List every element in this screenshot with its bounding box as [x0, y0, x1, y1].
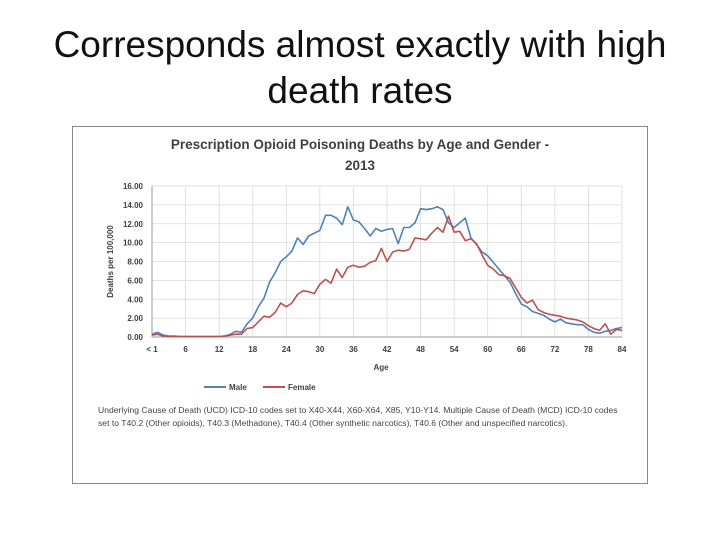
x-axis-label: Age: [373, 363, 389, 372]
opioid-deaths-chart: Prescription Opioid Poisoning Deaths by …: [106, 137, 627, 392]
y-tick-label: 16.00: [123, 182, 144, 191]
chart-title-line-1: Prescription Opioid Poisoning Deaths by …: [171, 137, 549, 152]
x-tick-label: 24: [282, 345, 291, 354]
x-tick-label: 72: [550, 345, 559, 354]
slide-title: Corresponds almost exactly with high dea…: [0, 22, 720, 114]
x-tick-label: 54: [450, 345, 459, 354]
y-tick-label: 0.00: [127, 333, 143, 342]
x-tick-label: 48: [416, 345, 425, 354]
y-tick-label: 2.00: [127, 314, 143, 323]
legend-label-female: Female: [288, 383, 316, 392]
x-tick-label: 42: [383, 345, 392, 354]
x-tick-label: 66: [517, 345, 526, 354]
chart-footnote: Underlying Cause of Death (UCD) ICD-10 c…: [98, 405, 618, 428]
x-tick-label: 30: [315, 345, 324, 354]
series-line-male: [151, 206, 623, 338]
y-tick-label: 10.00: [123, 239, 144, 248]
y-tick-label: 12.00: [123, 220, 144, 229]
x-tick-label: 60: [483, 345, 492, 354]
x-tick-label: 18: [248, 345, 257, 354]
slide-title-line-1: Corresponds almost exactly with high: [53, 24, 667, 65]
x-tick-label: < 1: [146, 345, 158, 354]
series-line-female: [151, 215, 623, 338]
slide-title-line-2: death rates: [267, 70, 453, 111]
chart-title-line-2: 2013: [345, 158, 376, 173]
x-tick-label: 78: [584, 345, 593, 354]
y-tick-label: 8.00: [127, 258, 143, 267]
y-tick-label: 4.00: [127, 295, 143, 304]
chart-frame: Prescription Opioid Poisoning Deaths by …: [72, 126, 648, 484]
y-tick-label: 6.00: [127, 276, 143, 285]
y-axis-label: Deaths per 100,000: [106, 225, 115, 298]
x-tick-label: 6: [183, 345, 188, 354]
x-tick-label: 84: [618, 345, 627, 354]
y-tick-label: 14.00: [123, 201, 144, 210]
legend-label-male: Male: [229, 383, 247, 392]
x-tick-label: 12: [215, 345, 224, 354]
x-tick-label: 36: [349, 345, 358, 354]
